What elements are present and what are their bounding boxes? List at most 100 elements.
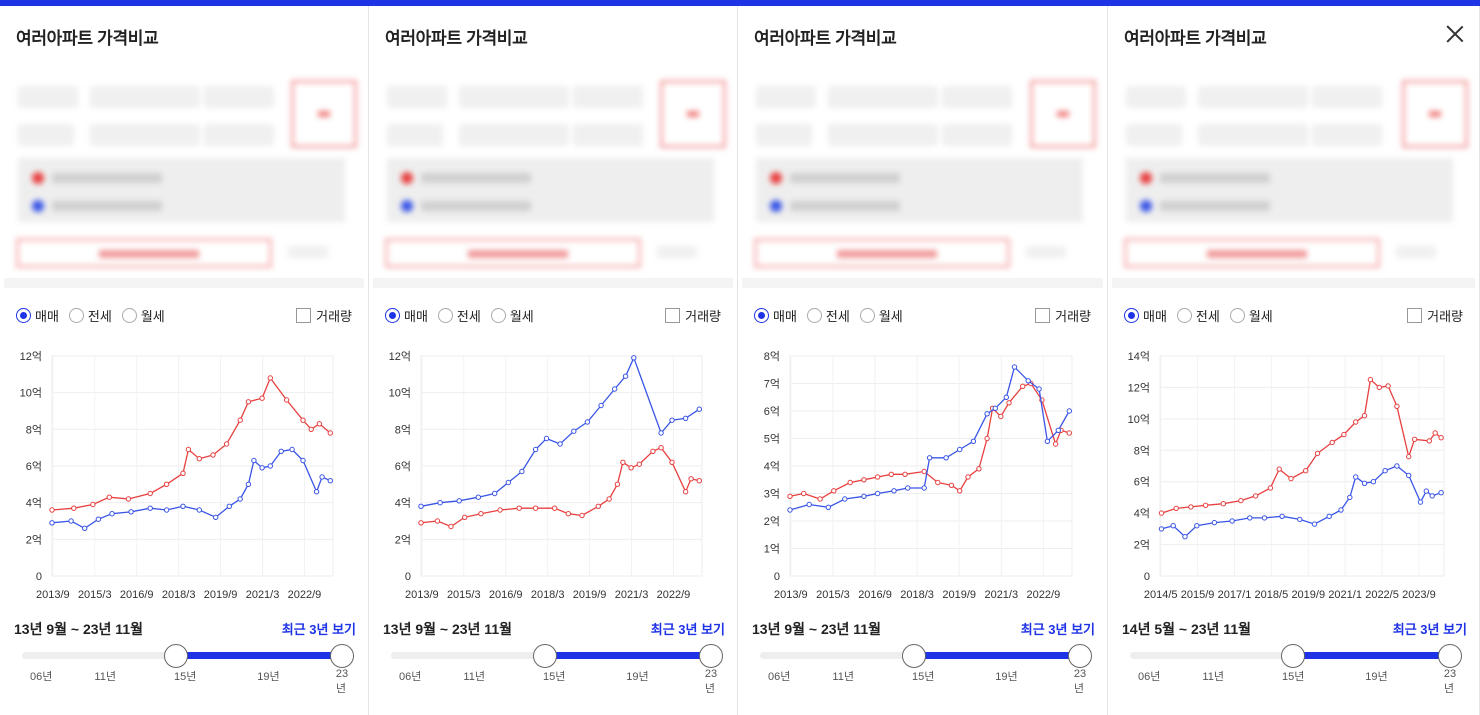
slider-end-handle[interactable] <box>699 644 723 668</box>
data-point <box>957 488 963 494</box>
radio-jeonse[interactable]: 전세 <box>806 306 850 325</box>
data-point <box>180 503 186 510</box>
volume-checkbox[interactable]: 거래량 <box>1407 306 1463 325</box>
year-range-slider[interactable] <box>391 644 723 668</box>
radio-circle[interactable] <box>68 308 84 323</box>
radio-sale[interactable]: 매매 <box>385 306 428 325</box>
data-point <box>669 459 675 466</box>
data-point <box>1297 516 1303 523</box>
x-tick-label: 2023/9 <box>1402 589 1436 601</box>
slider-end-handle[interactable] <box>1438 644 1462 668</box>
radio-jeonse[interactable]: 전세 <box>1176 306 1220 325</box>
data-point <box>1426 438 1432 444</box>
x-tick-label: 2015/9 <box>1181 589 1215 601</box>
x-tick-label: 2018/5 <box>1255 589 1289 601</box>
slider-start-handle[interactable] <box>532 644 557 668</box>
radio-sale[interactable]: 매매 <box>1124 306 1167 325</box>
recent-3-years-link[interactable]: 최근 3년 보기 <box>1392 622 1467 637</box>
x-tick-label: 2022/9 <box>288 589 322 601</box>
recent-3-years-link[interactable]: 최근 3년 보기 <box>650 622 725 637</box>
data-point <box>1438 490 1444 496</box>
y-tick-label: 12억 <box>1128 381 1150 394</box>
series-line-blue <box>420 356 700 507</box>
radio-circle[interactable] <box>1124 308 1139 323</box>
radio-circle[interactable] <box>437 308 453 323</box>
data-point <box>532 446 539 453</box>
slider-tick-label: 15년 <box>912 671 935 683</box>
data-point <box>516 505 522 511</box>
radio-circle[interactable] <box>16 308 31 323</box>
year-range-slider[interactable] <box>760 644 1092 668</box>
data-point <box>800 490 807 497</box>
close-icon[interactable] <box>1443 22 1467 46</box>
data-point <box>543 435 550 442</box>
radio-circle[interactable] <box>121 308 137 323</box>
radio-jeonse[interactable]: 전세 <box>437 306 481 325</box>
checkbox-box[interactable] <box>665 308 681 323</box>
volume-checkbox[interactable]: 거래량 <box>1035 306 1091 325</box>
radio-monthly-rent[interactable]: 월세 <box>490 306 534 325</box>
data-point <box>1406 472 1412 479</box>
slider-start-handle[interactable] <box>901 644 926 668</box>
slider-start-handle[interactable] <box>163 644 188 668</box>
data-point <box>1188 504 1194 510</box>
blurred-legend-text <box>52 173 162 183</box>
blurred-select <box>204 86 274 108</box>
blurred-action-button <box>16 238 272 268</box>
series-blue <box>787 364 1072 513</box>
data-point <box>970 438 977 445</box>
blurred-legend-text <box>421 173 531 183</box>
radio-sale[interactable]: 매매 <box>754 306 797 325</box>
radio-circle[interactable] <box>859 308 875 323</box>
radio-circle[interactable] <box>806 308 822 323</box>
radio-label: 전세 <box>87 309 112 324</box>
radio-monthly-rent[interactable]: 월세 <box>859 306 903 325</box>
slider-start-handle[interactable] <box>1281 644 1306 668</box>
radio-circle[interactable] <box>1229 308 1245 323</box>
data-point <box>478 511 484 517</box>
x-tick-label: 2019/9 <box>1291 589 1325 601</box>
checkbox-box[interactable] <box>1035 308 1051 323</box>
checkbox-box[interactable] <box>1407 308 1423 323</box>
data-point <box>196 507 203 513</box>
radio-circle[interactable] <box>754 308 769 323</box>
data-point <box>1194 523 1200 529</box>
y-tick-label: 4억 <box>764 460 780 473</box>
radio-circle[interactable] <box>1176 308 1192 323</box>
data-point <box>251 457 257 464</box>
x-tick-label: 2018/3 <box>900 589 934 601</box>
data-point <box>1066 408 1072 414</box>
data-point <box>259 465 265 471</box>
radio-jeonse[interactable]: 전세 <box>68 306 112 325</box>
data-point <box>95 516 102 522</box>
data-point <box>861 493 867 500</box>
year-range-slider[interactable] <box>1130 644 1462 668</box>
data-point <box>68 518 74 524</box>
radio-sale[interactable]: 매매 <box>16 306 59 325</box>
radio-monthly-rent[interactable]: 월세 <box>1229 306 1273 325</box>
volume-checkbox[interactable]: 거래량 <box>296 306 352 325</box>
blurred-select <box>1198 86 1308 108</box>
data-point <box>90 501 96 508</box>
checkbox-box[interactable] <box>296 308 312 323</box>
slider-selected-range <box>544 652 711 659</box>
year-range-slider[interactable] <box>22 644 354 668</box>
blurred-action-button <box>385 238 641 268</box>
recent-3-years-link[interactable]: 최근 3년 보기 <box>281 622 356 637</box>
slider-end-handle[interactable] <box>1068 644 1092 668</box>
price-line-chart: 0 2억 4억 6억 8억 10억 12억 2013/9 2015/3 2016/9 2018/3 2… <box>389 350 703 601</box>
data-point <box>1020 383 1026 389</box>
slider-tick-label: 11년 <box>94 671 116 683</box>
radio-monthly-rent[interactable]: 월세 <box>121 306 165 325</box>
data-point <box>984 411 990 417</box>
radio-circle[interactable] <box>385 308 400 323</box>
data-point <box>650 448 656 455</box>
blurred-search-button <box>1402 80 1468 148</box>
recent-3-years-link[interactable]: 최근 3년 보기 <box>1020 622 1095 637</box>
slider-end-handle[interactable] <box>330 644 354 668</box>
x-tick-label: 2018/3 <box>162 589 196 601</box>
radio-circle[interactable] <box>490 308 506 323</box>
x-tick-label: 2018/3 <box>531 589 565 601</box>
volume-checkbox[interactable]: 거래량 <box>665 306 721 325</box>
data-point <box>636 461 642 467</box>
